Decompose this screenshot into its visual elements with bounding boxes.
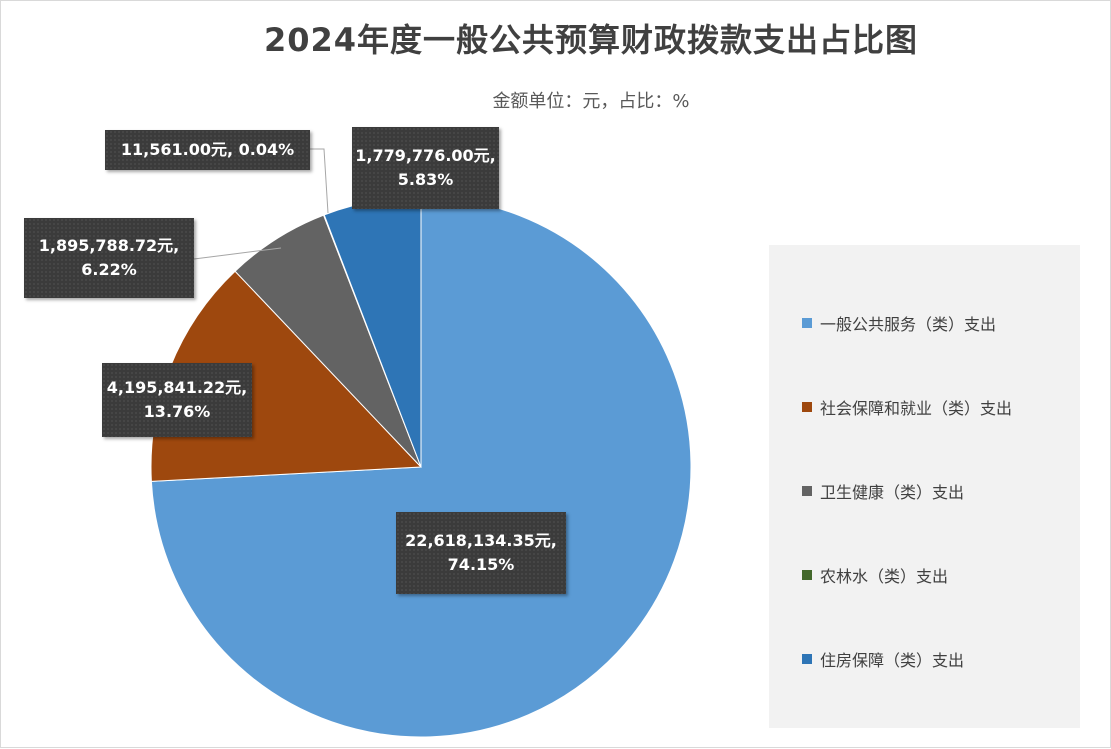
legend-label: 住房保障（类）支出 (820, 651, 965, 670)
chart-subtitle: 金额单位：元，占比：% (492, 91, 690, 112)
legend-label: 卫生健康（类）支出 (820, 483, 965, 502)
legend: 一般公共服务（类）支出 社会保障和就业（类）支出 卫生健康（类）支出 农林水（类… (769, 245, 1080, 728)
leader-line (193, 247, 282, 260)
legend-item: 农林水（类）支出 (802, 563, 948, 587)
data-label-agriculture: 11,561.00元, 0.04% (105, 130, 310, 170)
legend-swatch (802, 486, 812, 496)
data-label-health: 1,895,788.72元, 6.22% (24, 218, 194, 298)
legend-swatch (802, 318, 812, 328)
legend-label: 一般公共服务（类）支出 (820, 315, 997, 334)
legend-swatch (802, 654, 812, 664)
legend-item: 卫生健康（类）支出 (802, 479, 964, 503)
leader-line (310, 148, 329, 214)
data-label-social-security: 4,195,841.22元, 13.76% (102, 363, 252, 437)
data-label-general-public-services: 22,618,134.35元, 74.15% (396, 512, 566, 594)
data-label-housing: 1,779,776.00元, 5.83% (352, 127, 499, 209)
legend-label: 社会保障和就业（类）支出 (820, 399, 1013, 418)
chart-title: 2024年度一般公共预算财政拨款支出占比图 (263, 21, 919, 59)
legend-item: 住房保障（类）支出 (802, 647, 964, 671)
legend-item: 社会保障和就业（类）支出 (802, 395, 1012, 419)
legend-label: 农林水（类）支出 (820, 567, 949, 586)
legend-item: 一般公共服务（类）支出 (802, 311, 996, 335)
legend-swatch (802, 402, 812, 412)
legend-swatch (802, 570, 812, 580)
